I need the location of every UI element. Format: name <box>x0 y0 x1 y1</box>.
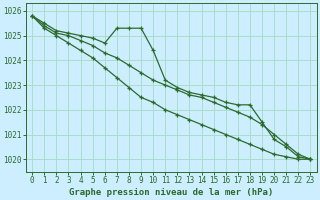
X-axis label: Graphe pression niveau de la mer (hPa): Graphe pression niveau de la mer (hPa) <box>69 188 274 197</box>
